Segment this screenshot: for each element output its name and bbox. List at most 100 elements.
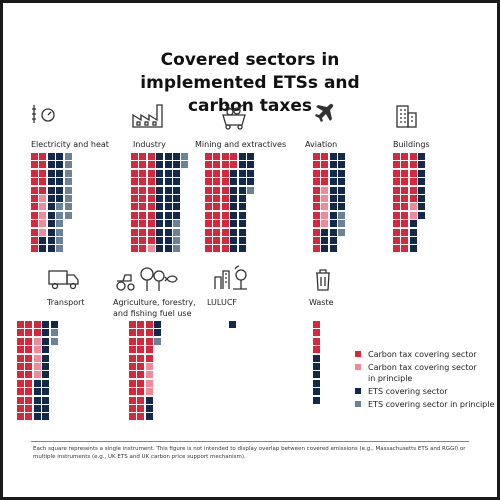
waffle-square [329,237,337,244]
waffle-square [33,329,41,337]
waffle-square [137,321,145,328]
waffle-square [25,413,33,421]
waffle-square [139,195,147,202]
waffle-square [313,379,320,387]
waffle-square [42,321,50,328]
waffle-square [393,153,400,160]
waffle-square [329,228,337,236]
waffle-square [137,337,145,345]
waffle-square [313,161,320,169]
waffle-square [205,220,212,228]
waffle-square [173,245,180,253]
waffle-square [393,211,400,219]
waffle-square [401,186,409,194]
waffle-square [230,245,238,253]
waffle-square [164,220,172,228]
waffle-square [17,371,24,379]
waffle-square [17,321,24,328]
waffle-square [164,186,172,194]
waffle-square [17,354,24,362]
waffle-square [129,405,136,412]
waffle-square [33,354,41,362]
waffle-square [221,195,229,202]
waffle-square [42,329,50,337]
sector-label: Aviation [305,140,338,149]
waffle-square [47,161,55,169]
waffle-square [131,245,138,253]
agriculture-icon [115,265,179,297]
waffle-square [145,346,153,354]
waffle-square [247,153,254,160]
waffle-square [137,346,145,354]
electricity-icon [31,103,57,129]
waffle-square [205,161,212,169]
waffle-square [409,161,417,169]
sector-label: Waste [309,298,334,307]
waffle-square [409,178,417,186]
waffle-square [409,195,417,202]
waffle-square [247,169,254,177]
waffle-square [47,237,55,244]
waffle-square [401,203,409,211]
waffle-square [129,363,136,370]
waffle-square [137,371,145,379]
waffle-square [129,337,136,345]
waffle-square [156,211,164,219]
waffle-square [329,161,337,169]
waffle-square [313,237,320,244]
waffle-square [31,228,38,236]
waffle-square [31,220,38,228]
waffle-square [131,228,138,236]
legend-label: ETS covering sector in principle [368,400,495,409]
waffle-square [221,220,229,228]
waffle-square [17,346,24,354]
waffle-square [418,186,426,194]
waffle-square [17,329,24,337]
legend-label: ETS covering sector [368,387,448,396]
waffle-square [25,396,33,404]
waffle-square [338,211,346,219]
waffle-square [39,195,47,202]
waffle-square [230,203,238,211]
waffle-square [31,186,38,194]
waffle-square [213,245,221,253]
waffle-square [39,211,47,219]
waffle-square [147,186,155,194]
waffle-square [401,161,409,169]
waffle-square [238,153,246,160]
waffle-square [401,245,409,253]
waffle-square [33,363,41,370]
waffle-square [401,211,409,219]
waffle-square [173,178,180,186]
waffle-square [56,186,64,194]
waffle-square [33,321,41,328]
waffle-square [173,161,180,169]
waffle-square [145,405,153,412]
waffle-square [25,363,33,370]
waffle-square [156,228,164,236]
waffle-square [173,153,180,160]
waffle-square [313,396,320,404]
waffle-square [164,245,172,253]
waffle-square [147,245,155,253]
waffle-square [205,203,212,211]
waffle-square [145,354,153,362]
waffle-square [17,396,24,404]
waffle-square [131,169,138,177]
waffle-square [139,237,147,244]
waffle-square [313,337,320,345]
waffle-square [64,186,72,194]
waffle-square [229,321,236,328]
sector-label: Industry [133,140,166,149]
waffle-square [338,220,346,228]
waffle-square [173,220,180,228]
waffle-square [329,153,337,160]
waffle-square [156,237,164,244]
waffle-square [137,363,145,370]
waffle-square [418,203,426,211]
waffle-square [39,169,47,177]
trash-icon [313,268,333,296]
waffle-square [230,220,238,228]
waffle-square [31,153,38,160]
waffle-square [221,203,229,211]
